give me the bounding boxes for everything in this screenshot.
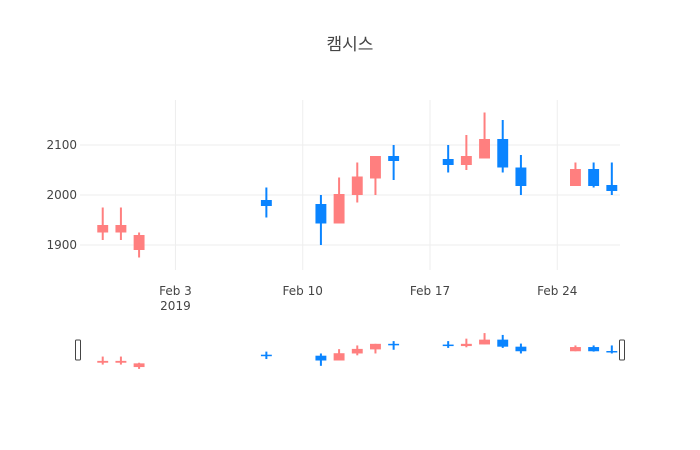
slider-candle-body bbox=[115, 360, 127, 363]
slider-candle bbox=[97, 356, 109, 365]
slider-candle bbox=[479, 333, 490, 345]
candle bbox=[260, 187, 272, 218]
slider-candle-body bbox=[479, 339, 490, 345]
y-tick-label: 2000 bbox=[46, 188, 77, 202]
slider-candle bbox=[497, 334, 509, 348]
candle-body bbox=[97, 225, 109, 233]
slider-candle bbox=[588, 345, 600, 352]
candle-body bbox=[333, 194, 345, 224]
candle bbox=[370, 156, 381, 195]
candle bbox=[515, 155, 527, 195]
slider-candle-body bbox=[497, 339, 509, 347]
slider-candle bbox=[388, 341, 400, 350]
slider-candle-body bbox=[97, 360, 109, 363]
candle-body bbox=[497, 139, 509, 168]
slider-candle bbox=[460, 338, 472, 348]
slider-candle-body bbox=[370, 343, 381, 350]
slider-candle bbox=[515, 343, 527, 354]
slider-candle bbox=[333, 349, 345, 361]
x-tick-label: Feb 10 bbox=[283, 284, 323, 298]
x-tick-label: Feb 24 bbox=[537, 284, 577, 298]
candle-body bbox=[515, 167, 527, 186]
candle-body bbox=[606, 185, 618, 191]
candle-body bbox=[370, 156, 381, 179]
candle bbox=[442, 145, 454, 173]
candle-body bbox=[260, 200, 272, 206]
slider-candle-body bbox=[442, 344, 454, 347]
slider-candle-body bbox=[333, 353, 345, 361]
candle bbox=[388, 145, 400, 180]
x-tick-label: Feb 3 bbox=[159, 284, 192, 298]
candle bbox=[351, 162, 363, 203]
candle-body bbox=[442, 159, 454, 165]
candle bbox=[333, 177, 345, 224]
x-tick-label: Feb 17 bbox=[410, 284, 450, 298]
chart-title: 캠시스 bbox=[327, 35, 374, 55]
candle-body bbox=[351, 176, 363, 195]
slider-handle-left[interactable] bbox=[75, 339, 81, 361]
candle bbox=[606, 162, 618, 195]
x-tick-year: 2019 bbox=[160, 299, 191, 313]
slider-candle bbox=[570, 345, 581, 352]
slider-candle-body bbox=[460, 343, 472, 347]
candle-body bbox=[479, 139, 490, 159]
slider-candle-body bbox=[388, 343, 400, 346]
candle bbox=[97, 207, 109, 240]
slider-handle-right[interactable] bbox=[619, 339, 625, 361]
candle-body bbox=[460, 156, 472, 165]
candle-body bbox=[588, 169, 600, 186]
slider-candle-body bbox=[606, 351, 618, 353]
candles bbox=[97, 112, 618, 258]
slider-candle-body bbox=[260, 354, 272, 357]
slider-candle-body bbox=[570, 347, 581, 352]
slider-candle bbox=[370, 343, 381, 354]
candle bbox=[479, 112, 490, 159]
slider-candle-body bbox=[315, 355, 327, 361]
slider-candle bbox=[606, 345, 618, 354]
slider-candle bbox=[442, 341, 454, 348]
slider-candle bbox=[351, 345, 363, 356]
y-axis-ticks: 1900 2000 2100 bbox=[46, 138, 77, 252]
slider-candle bbox=[115, 356, 127, 365]
candle-body bbox=[388, 156, 400, 161]
slider-candle bbox=[315, 353, 327, 366]
slider-candle-body bbox=[133, 363, 145, 368]
slider-candle-body bbox=[351, 348, 363, 354]
candle-body bbox=[570, 169, 581, 186]
y-tick-label: 1900 bbox=[46, 238, 77, 252]
candle bbox=[115, 207, 127, 240]
range-slider[interactable] bbox=[75, 333, 625, 369]
candle-body bbox=[115, 225, 127, 233]
y-tick-label: 2100 bbox=[46, 138, 77, 152]
slider-candle bbox=[133, 362, 145, 369]
candle bbox=[588, 162, 600, 188]
slider-candle-body bbox=[588, 347, 600, 352]
slider-candle bbox=[260, 351, 272, 360]
candle bbox=[460, 135, 472, 170]
candle bbox=[315, 195, 327, 245]
candle bbox=[133, 232, 145, 258]
gridlines bbox=[80, 100, 620, 270]
candle-body bbox=[315, 204, 327, 224]
candle-body bbox=[133, 235, 145, 250]
candle bbox=[570, 162, 581, 186]
candle bbox=[497, 120, 509, 173]
slider-candle-body bbox=[515, 346, 527, 352]
